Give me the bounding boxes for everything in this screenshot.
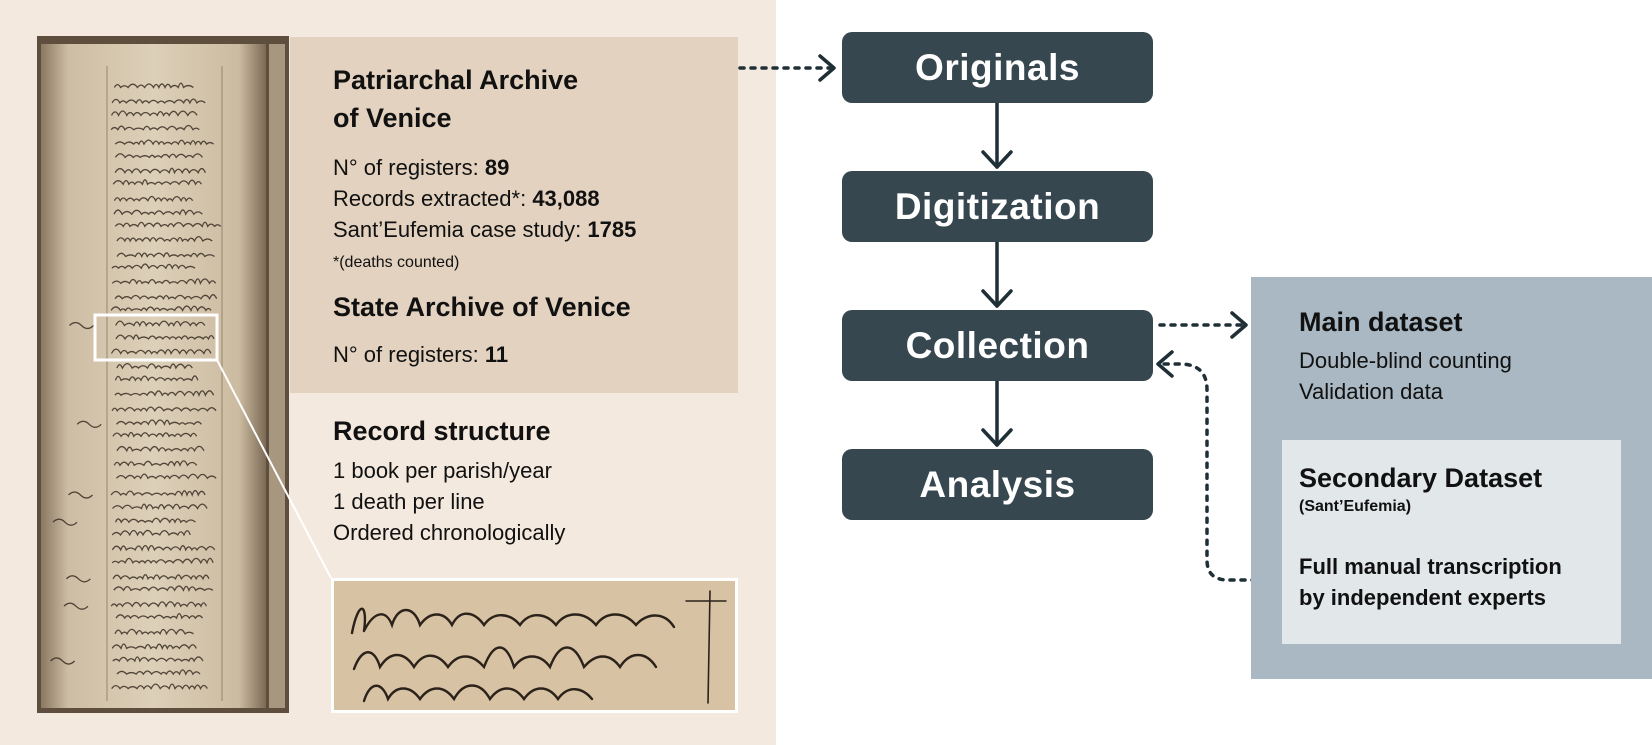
margin-note-stroke xyxy=(69,321,94,330)
registers-value: 89 xyxy=(484,155,510,180)
secondary-dataset-line: by independent experts xyxy=(1299,585,1546,610)
handwriting-stroke xyxy=(116,445,205,453)
state-registers-value: 11 xyxy=(484,342,509,367)
handwriting-stroke xyxy=(110,489,206,498)
handwriting-stroke xyxy=(112,503,208,511)
handwriting-stroke xyxy=(112,656,204,663)
handwriting-stroke xyxy=(114,294,218,301)
handwriting-stroke xyxy=(111,544,216,552)
patriarchal-title-line2: of Venice xyxy=(333,103,452,133)
handwriting-stroke xyxy=(116,236,213,243)
margin-note-stroke xyxy=(76,420,102,428)
step-collection: Collection xyxy=(842,310,1153,381)
margin-note-stroke xyxy=(68,491,93,499)
handwriting-stroke xyxy=(114,153,203,159)
patriarchal-registers: N° of registers: 89 xyxy=(333,152,509,183)
handwriting-stroke xyxy=(114,221,222,228)
arrowhead xyxy=(1156,350,1174,378)
handwriting-stroke xyxy=(111,557,214,565)
patriarchal-records: Records extracted*: 43,088 xyxy=(333,183,600,214)
record-structure-title: Record structure xyxy=(333,416,551,446)
handwriting-stroke xyxy=(114,139,215,146)
register-page-image xyxy=(37,36,289,713)
handwriting-stroke xyxy=(113,460,198,468)
handwriting-stroke xyxy=(110,305,212,313)
handwriting-stroke xyxy=(116,669,201,676)
secondary-dataset-to-collection-arrow xyxy=(1162,362,1280,582)
handwriting-stroke xyxy=(116,252,215,259)
step-digitization: Digitization xyxy=(842,171,1153,242)
margin-note-stroke xyxy=(52,518,78,526)
records-label: Records extracted*: xyxy=(333,186,533,211)
arrowhead xyxy=(818,54,836,82)
state-registers: N° of registers: 11 xyxy=(333,339,508,370)
margin-note-stroke xyxy=(63,602,89,610)
arrowhead xyxy=(981,428,1013,447)
handwriting-stroke xyxy=(111,406,217,413)
handwriting-stroke xyxy=(113,82,194,90)
state-archive-title: State Archive of Venice xyxy=(333,292,631,322)
record-structure-line: Ordered chronologically xyxy=(333,520,566,545)
handwriting-stroke xyxy=(114,375,199,382)
handwriting-stroke xyxy=(116,363,193,370)
handwriting-stroke xyxy=(111,683,208,691)
handwriting-stroke xyxy=(110,110,198,117)
handwriting-stroke xyxy=(111,643,197,651)
step-originals: Originals xyxy=(842,32,1153,103)
handwriting-stroke xyxy=(116,419,202,427)
secondary-dataset-line: Full manual transcription xyxy=(1299,554,1562,579)
main-dataset-line: Double-blind counting xyxy=(1299,348,1512,373)
handwriting-stroke xyxy=(115,613,204,620)
main-dataset-line: Validation data xyxy=(1299,379,1443,404)
handwriting-stroke xyxy=(111,529,191,537)
handwriting-stroke xyxy=(112,574,210,581)
case-study-value: 1785 xyxy=(587,217,637,242)
patriarchal-case-study: Sant’Eufemia case study: 1785 xyxy=(333,214,636,245)
handwriting-stroke xyxy=(116,473,217,480)
handwriting-stroke xyxy=(110,348,212,356)
handwriting-stroke xyxy=(113,195,194,203)
record-structure-line: 1 death per line xyxy=(333,489,485,514)
patriarchal-title-line1: Patriarchal Archive xyxy=(333,65,579,95)
handwriting-stroke xyxy=(114,390,215,398)
margin-note-stroke xyxy=(65,575,91,583)
handwriting-stroke xyxy=(114,517,196,524)
handwriting-stroke xyxy=(113,585,214,592)
arrowhead xyxy=(981,150,1013,169)
arrowhead xyxy=(981,289,1013,308)
record-structure-line: 1 book per parish/year xyxy=(333,458,552,483)
records-value: 43,088 xyxy=(532,186,600,211)
handwriting-stroke xyxy=(111,98,206,105)
state-registers-label: N° of registers: xyxy=(333,342,485,367)
handwriting-stroke xyxy=(110,601,208,608)
secondary-dataset-box: Secondary Dataset (Sant’Eufemia) Full ma… xyxy=(1282,440,1621,644)
handwriting-stroke xyxy=(115,334,215,341)
handwriting-zoom-image xyxy=(331,578,738,713)
handwriting-stroke xyxy=(111,263,196,270)
handwriting-stroke xyxy=(114,628,194,636)
handwriting-stroke xyxy=(111,278,217,286)
main-dataset-title: Main dataset xyxy=(1299,307,1463,337)
step-analysis: Analysis xyxy=(842,449,1153,520)
margin-note-stroke xyxy=(50,657,76,665)
case-study-label: Sant’Eufemia case study: xyxy=(333,217,588,242)
secondary-dataset-title: Secondary Dataset xyxy=(1299,463,1543,493)
deaths-footnote: *(deaths counted) xyxy=(333,254,460,271)
handwriting-stroke xyxy=(113,209,203,216)
patriarchal-archive-box xyxy=(290,37,738,393)
arrowhead xyxy=(1230,311,1248,339)
secondary-dataset-subtitle: (Sant’Eufemia) xyxy=(1299,498,1412,515)
handwriting-stroke xyxy=(110,124,200,131)
handwriting-stroke xyxy=(114,167,206,175)
handwriting-stroke xyxy=(112,179,202,186)
handwriting-stroke xyxy=(112,431,198,438)
handwriting-stroke xyxy=(115,320,206,328)
registers-label: N° of registers: xyxy=(333,155,485,180)
